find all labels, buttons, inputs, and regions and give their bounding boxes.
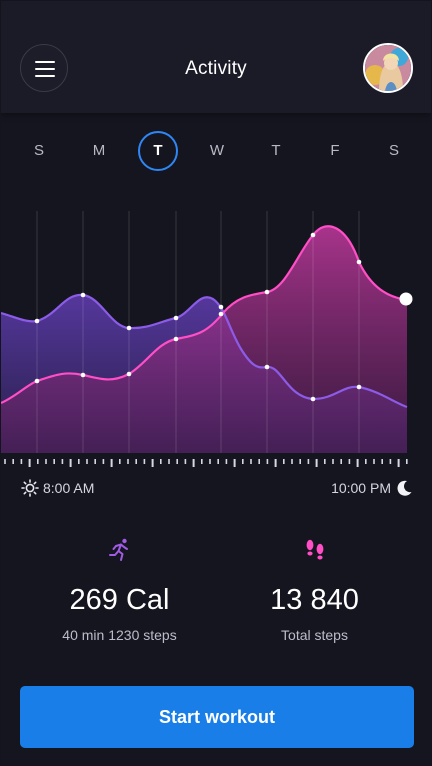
day-2[interactable]: T [138, 131, 178, 171]
pink-series-line [1, 225, 408, 405]
sun-icon [21, 479, 39, 497]
day-4[interactable]: T [271, 142, 281, 159]
purple-series-line [1, 293, 408, 409]
data-point [34, 378, 40, 384]
avatar[interactable] [363, 43, 413, 93]
day-5[interactable]: F [330, 142, 340, 159]
data-point [126, 371, 132, 377]
steps-detail: Total steps [281, 627, 348, 643]
menu-button[interactable] [20, 44, 68, 92]
data-point [126, 325, 132, 331]
data-point [173, 336, 179, 342]
page-title: Activity [185, 58, 247, 79]
day-6[interactable]: S [388, 142, 399, 159]
data-point [310, 232, 316, 238]
avatar-image [365, 45, 411, 91]
calories-detail: 40 min 1230 steps [62, 627, 177, 643]
timeline-end-label: 10:00 PM [331, 480, 391, 496]
data-point [218, 304, 224, 310]
data-point [80, 372, 86, 378]
hamburger-icon-line [35, 75, 55, 77]
day-3[interactable]: W [209, 142, 225, 159]
day-0[interactable]: S [33, 142, 44, 159]
footprints-icon [306, 539, 323, 560]
running-icon [108, 538, 128, 561]
data-point [310, 396, 316, 402]
current-point-marker [399, 292, 413, 306]
data-point [173, 315, 179, 321]
activity-chart [1, 211, 413, 467]
timeline-start-label: 8:00 AM [43, 480, 95, 496]
calories-value: 269 Cal [69, 584, 170, 616]
steps-value: 13 840 [270, 584, 359, 616]
hamburger-icon-line [35, 68, 55, 70]
data-point [80, 292, 86, 298]
moon-icon [397, 480, 412, 496]
data-point [356, 259, 362, 265]
header: Activity [1, 1, 431, 113]
data-point [34, 318, 40, 324]
hamburger-icon-line [35, 61, 55, 63]
start-workout-button[interactable]: Start workout [20, 686, 414, 748]
data-point [264, 364, 270, 370]
day-1[interactable]: M [92, 142, 106, 159]
data-point [264, 289, 270, 295]
calories-stat: 269 Cal 40 min 1230 steps [12, 537, 227, 643]
steps-stat: 13 840 Total steps [207, 537, 422, 643]
data-point [218, 311, 224, 317]
data-point [356, 384, 362, 390]
